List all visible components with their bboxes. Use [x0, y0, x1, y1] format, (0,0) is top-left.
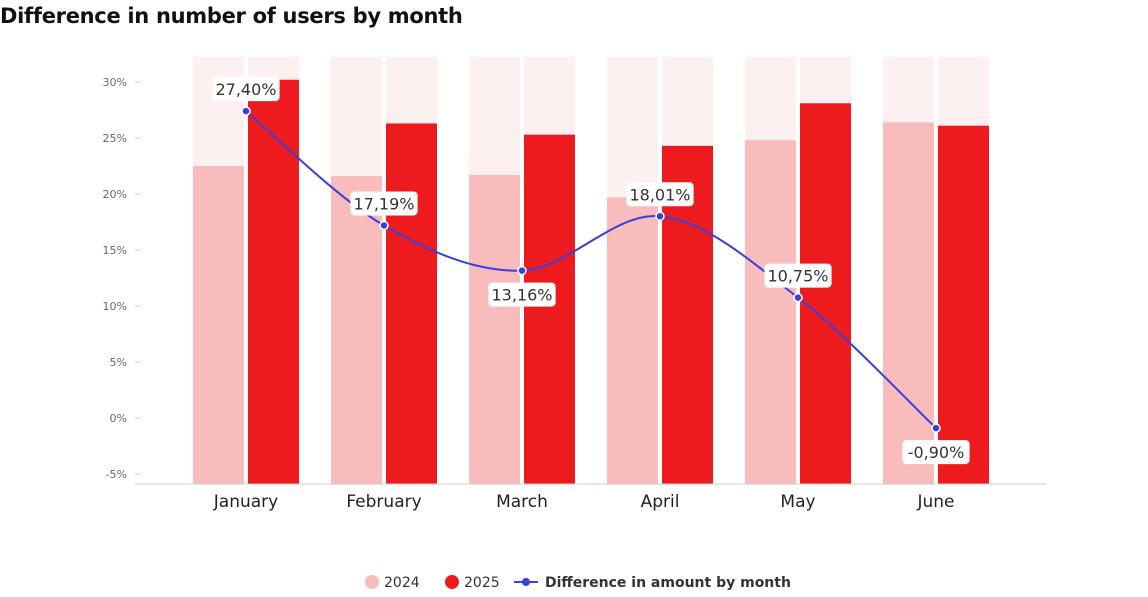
x-category-label: May	[780, 492, 815, 512]
difference-point	[931, 423, 941, 433]
y-tick-label: 5%	[110, 356, 127, 369]
y-tick-label: 10%	[103, 300, 127, 313]
bar-2025	[248, 79, 299, 484]
x-category-label: February	[346, 492, 421, 512]
bar-2024	[193, 166, 244, 484]
legend-label: Difference in amount by month	[545, 575, 791, 591]
bar-2025	[524, 134, 575, 484]
legend-label: 2024	[384, 575, 420, 591]
difference-point	[379, 220, 389, 231]
y-tick-label: 20%	[103, 188, 127, 201]
bars	[193, 79, 989, 485]
difference-point	[517, 265, 527, 276]
data-label: 18,01%	[629, 185, 690, 204]
difference-point	[793, 292, 803, 303]
background-columns	[193, 57, 989, 484]
data-label: -0,90%	[908, 443, 965, 462]
x-category-label: January	[213, 492, 278, 512]
legend-label: 2025	[464, 575, 500, 591]
bar-2025	[386, 123, 437, 484]
data-label: 17,19%	[353, 194, 414, 213]
y-tick-label: 30%	[103, 76, 127, 89]
y-tick-label: -5%	[106, 468, 127, 481]
chart-title: Difference in number of users by month	[0, 4, 463, 28]
bar-2024	[331, 176, 382, 484]
legend-dot-icon	[522, 578, 530, 586]
bar-2025	[800, 103, 851, 484]
x-category-label: March	[496, 492, 548, 512]
data-label-box	[902, 440, 970, 465]
legend-swatch-icon	[445, 575, 459, 589]
difference-point	[241, 106, 251, 116]
y-axis-ticks: 30% 25% 20% 15% 10% 5% 0% -5%	[103, 76, 141, 481]
x-category-label: June	[916, 492, 954, 512]
bar-2024	[607, 197, 658, 485]
legend-swatch-icon	[365, 575, 379, 589]
data-label-box	[212, 77, 280, 102]
data-label: 10,75%	[767, 267, 828, 286]
bar-2024	[745, 140, 796, 485]
difference-line: 27,40% 17,19% 13,16% 18,01% 10,75% -0,90%	[212, 77, 970, 465]
y-tick-label: 15%	[103, 244, 127, 257]
y-tick-label: 25%	[103, 132, 127, 145]
data-label-box	[488, 282, 556, 307]
x-axis-categories: January February March April May June	[213, 492, 955, 512]
bar-2024	[469, 174, 520, 484]
data-label: 27,40%	[215, 80, 276, 99]
data-label-box	[350, 191, 418, 216]
difference-point	[655, 211, 665, 222]
y-tick-label: 0%	[110, 412, 127, 425]
x-category-label: April	[641, 492, 680, 512]
data-label-box	[626, 182, 694, 207]
data-label: 13,16%	[491, 286, 552, 305]
data-label-box	[764, 263, 832, 288]
bar-2025	[938, 125, 989, 485]
bar-2024	[883, 122, 934, 484]
legend: 2024 2025 Difference in amount by month	[365, 575, 791, 591]
